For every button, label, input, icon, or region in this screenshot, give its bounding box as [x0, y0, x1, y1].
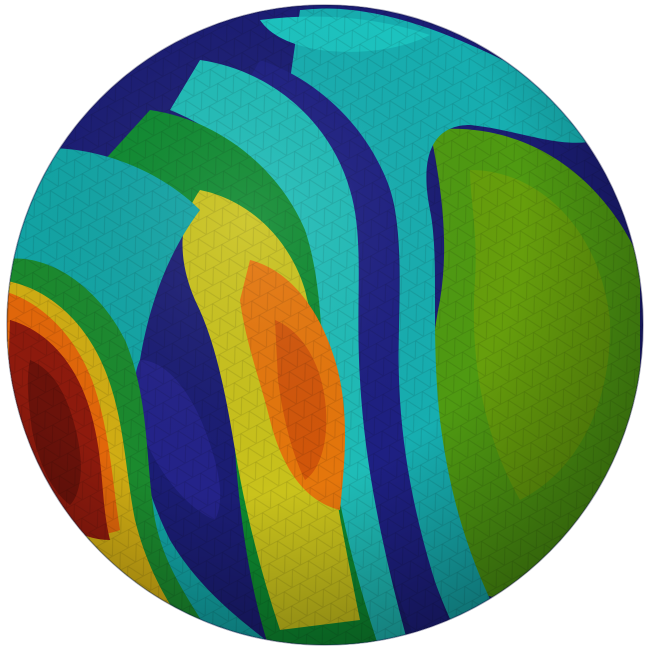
sphere-outline — [6, 4, 644, 646]
